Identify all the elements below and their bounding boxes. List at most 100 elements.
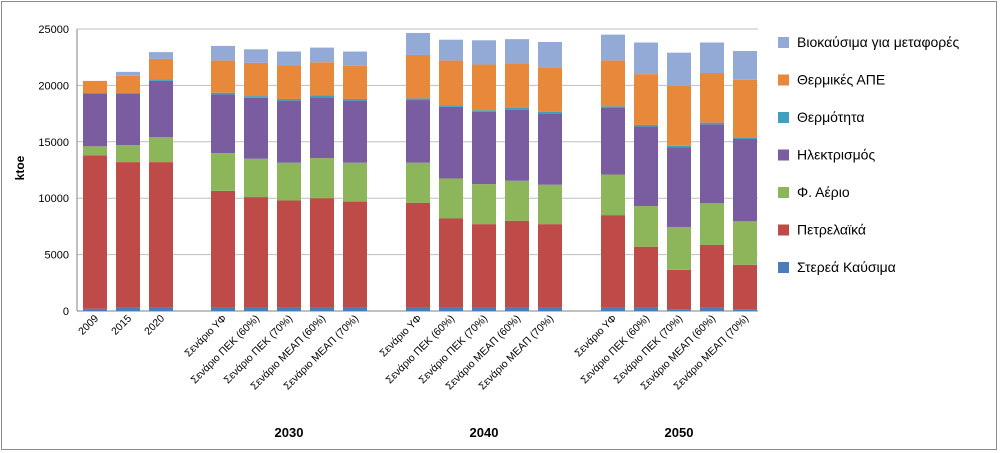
legend-swatch xyxy=(778,112,789,123)
legend-label: Πετρελαϊκά xyxy=(797,222,866,238)
bar-segment xyxy=(634,126,658,207)
bar-segment xyxy=(472,111,496,185)
bar-segment xyxy=(538,41,562,68)
bar-segment xyxy=(310,307,334,311)
x-tick-label: 2009 xyxy=(76,313,101,338)
legend-label: Στερεά Καύσιμα xyxy=(797,259,896,275)
y-tick-label: 0 xyxy=(63,306,69,318)
bar-segment xyxy=(439,39,463,61)
bar-segment xyxy=(667,226,691,270)
bar-segment xyxy=(149,52,173,59)
y-tick-label: 10000 xyxy=(38,193,69,205)
group-label: 2040 xyxy=(470,425,499,440)
bar-segment xyxy=(733,264,757,310)
bar-segment xyxy=(310,97,334,159)
bar-segment xyxy=(277,162,301,201)
bar-segment xyxy=(439,218,463,308)
bar-segment xyxy=(538,224,562,308)
bar-segment xyxy=(733,309,757,311)
bar-segment xyxy=(601,174,625,216)
bar-segment xyxy=(244,97,268,159)
bar-segment xyxy=(116,145,140,163)
bar-segment xyxy=(116,93,140,146)
bar-segment xyxy=(310,198,334,308)
bar-segment xyxy=(439,105,463,107)
bar-segment xyxy=(310,47,334,63)
bar-segment xyxy=(439,307,463,311)
bar-segment xyxy=(733,138,757,222)
bar-segment xyxy=(439,106,463,179)
y-tick-label: 15000 xyxy=(38,137,69,149)
bar-segment xyxy=(667,85,691,146)
bar-segment xyxy=(244,158,268,198)
bar-segment xyxy=(277,307,301,311)
bar-segment xyxy=(277,98,301,101)
legend-label: Θερμότητα xyxy=(797,109,865,125)
bar-segment xyxy=(277,100,301,163)
bar-segment xyxy=(700,42,724,73)
bar-segment xyxy=(83,308,107,311)
bar-segment xyxy=(244,49,268,63)
bar-segment xyxy=(149,307,173,311)
bar-segment xyxy=(277,65,301,99)
bar-segment xyxy=(277,51,301,66)
group-label: 2050 xyxy=(665,425,694,440)
bar-segment xyxy=(116,71,140,76)
bar-segment xyxy=(472,307,496,311)
bar-segment xyxy=(83,155,107,309)
bar-segment xyxy=(700,124,724,204)
bar-segment xyxy=(149,58,173,80)
legend-label: Φ. Αέριο xyxy=(797,184,850,200)
bar-segment xyxy=(667,145,691,148)
bar-segment xyxy=(211,92,235,95)
bar-segment xyxy=(700,307,724,311)
bar-segment xyxy=(700,245,724,308)
bar-segment xyxy=(310,62,334,96)
bar-segment xyxy=(538,113,562,185)
bar-segment xyxy=(667,309,691,311)
bar-segment xyxy=(116,307,140,311)
x-tick-label: 2020 xyxy=(142,313,167,338)
bar-segment xyxy=(538,111,562,114)
legend-swatch xyxy=(778,149,789,161)
bar-segment xyxy=(211,190,235,308)
bar-segment xyxy=(406,98,430,101)
bar-segment xyxy=(667,52,691,86)
bar-segment xyxy=(601,107,625,175)
bar-segment xyxy=(211,94,235,154)
bar-segment xyxy=(406,100,430,163)
bar-segment xyxy=(211,45,235,61)
bar-segment xyxy=(406,32,430,55)
bar-segment xyxy=(538,307,562,311)
bar-segment xyxy=(634,246,658,308)
bar-segment xyxy=(472,184,496,225)
bar-segment xyxy=(733,221,757,265)
bar-segment xyxy=(343,201,367,308)
legend-swatch xyxy=(778,37,789,48)
bar-segment xyxy=(472,40,496,65)
bar-segment xyxy=(406,54,430,99)
y-tick-label: 25000 xyxy=(38,24,69,36)
bar-segment xyxy=(634,42,658,75)
bar-segment xyxy=(406,162,430,203)
legend-label: Βιοκαύσιμα για μεταφορές xyxy=(797,34,960,50)
bar-segment xyxy=(211,153,235,191)
legend-swatch xyxy=(778,262,789,273)
bar-segment xyxy=(277,200,301,308)
bar-segment xyxy=(472,64,496,111)
bar-segment xyxy=(310,158,334,199)
bar-segment xyxy=(244,197,268,308)
bar-segment xyxy=(83,93,107,147)
bar-segment xyxy=(538,67,562,112)
bar-segment xyxy=(733,137,757,139)
bar-segment xyxy=(310,95,334,98)
bar-segment xyxy=(406,307,430,311)
bar-segment xyxy=(439,178,463,219)
bar-segment xyxy=(211,307,235,311)
y-tick-label: 20000 xyxy=(38,80,69,92)
y-axis-title: ktoe xyxy=(13,155,27,180)
x-tick-label: 2015 xyxy=(109,313,134,338)
bar-segment xyxy=(601,60,625,107)
bar-segment xyxy=(505,180,529,221)
bar-segment xyxy=(116,75,140,94)
